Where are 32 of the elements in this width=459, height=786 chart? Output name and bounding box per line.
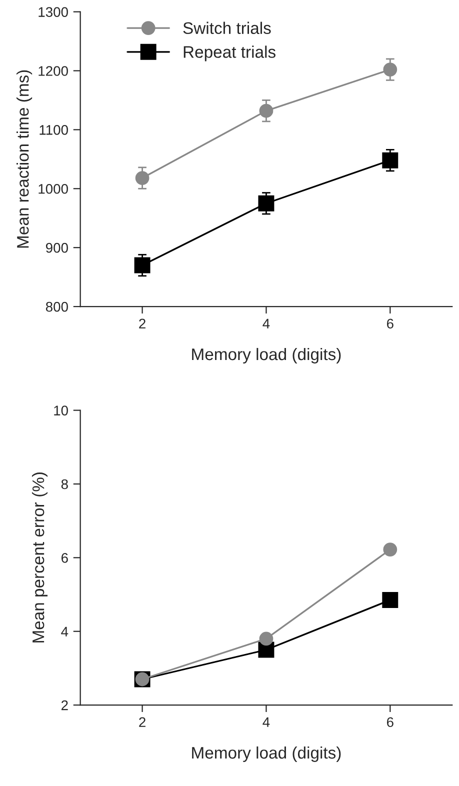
y-tick-label: 900 xyxy=(46,242,68,253)
y-tick-label: 1300 xyxy=(38,7,68,17)
x-tick-label: 4 xyxy=(262,717,270,727)
y-tick-label: 6 xyxy=(62,553,68,563)
x-tick-label: 6 xyxy=(386,318,394,329)
point xyxy=(383,542,398,557)
y-tick-label: 1100 xyxy=(40,125,68,135)
x-tick-label: 2 xyxy=(139,318,146,328)
legend-label: Switch trials xyxy=(183,22,271,34)
point xyxy=(382,592,398,608)
point xyxy=(258,195,274,212)
x-axis-title: Memory load (digits) xyxy=(192,348,341,364)
x-tick-label: 6 xyxy=(386,717,394,728)
point xyxy=(259,104,274,118)
y-axis-title: Mean reaction time (ms) xyxy=(16,70,32,248)
y-tick-label: 8 xyxy=(61,479,68,490)
x-tick-label: 2 xyxy=(139,717,146,727)
point xyxy=(383,62,398,77)
point xyxy=(382,152,398,168)
point xyxy=(134,257,150,274)
y-tick-label: 4 xyxy=(61,626,68,636)
y-tick-label: 2 xyxy=(61,700,68,710)
y-axis-title: Mean percent error (%) xyxy=(32,472,48,642)
y-tick-label: 1200 xyxy=(38,66,68,76)
y-tick-label: 800 xyxy=(46,302,68,312)
legend-label: Repeat trials xyxy=(184,46,276,62)
y-tick-label: 1000 xyxy=(38,184,68,194)
x-axis-title: Memory load (digits) xyxy=(192,746,341,762)
x-tick-label: 4 xyxy=(262,318,270,328)
point xyxy=(259,632,274,646)
point xyxy=(135,171,150,185)
y-tick-label: 10 xyxy=(54,406,68,416)
